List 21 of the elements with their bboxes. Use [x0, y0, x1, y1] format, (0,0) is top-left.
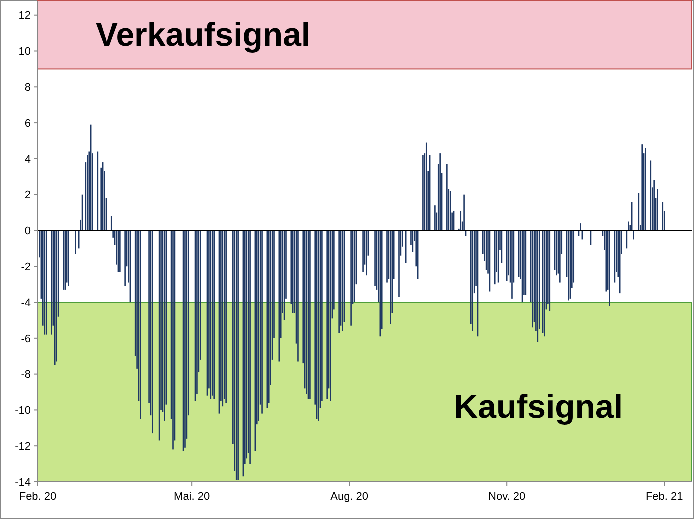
y-tick-label: 4	[24, 154, 31, 166]
band-label: Kaufsignal	[454, 388, 623, 425]
y-tick-label: -2	[21, 261, 31, 274]
y-tick-label: -12	[15, 440, 31, 453]
y-tick-label: 6	[24, 118, 31, 130]
y-tick-label: -8	[21, 369, 31, 382]
y-tick-label: 8	[24, 82, 31, 94]
band-label: Verkaufsignal	[96, 16, 311, 54]
y-tick-label: -4	[21, 297, 31, 310]
y-tick-label: -6	[21, 333, 31, 346]
x-tick-label: Mai. 20	[174, 491, 210, 503]
y-tick-label: -10	[15, 405, 31, 418]
y-tick-label: -14	[15, 476, 31, 489]
y-tick-label: 2	[24, 190, 31, 202]
y-tick-label: 10	[18, 46, 31, 58]
x-tick-label: Feb. 21	[646, 491, 684, 503]
x-tick-label: Nov. 20	[488, 491, 526, 503]
y-tick-label: 0	[24, 226, 31, 238]
x-tick-label: Aug. 20	[330, 491, 369, 503]
x-tick-label: Feb. 20	[19, 491, 57, 503]
y-tick-label: 12	[18, 10, 31, 22]
